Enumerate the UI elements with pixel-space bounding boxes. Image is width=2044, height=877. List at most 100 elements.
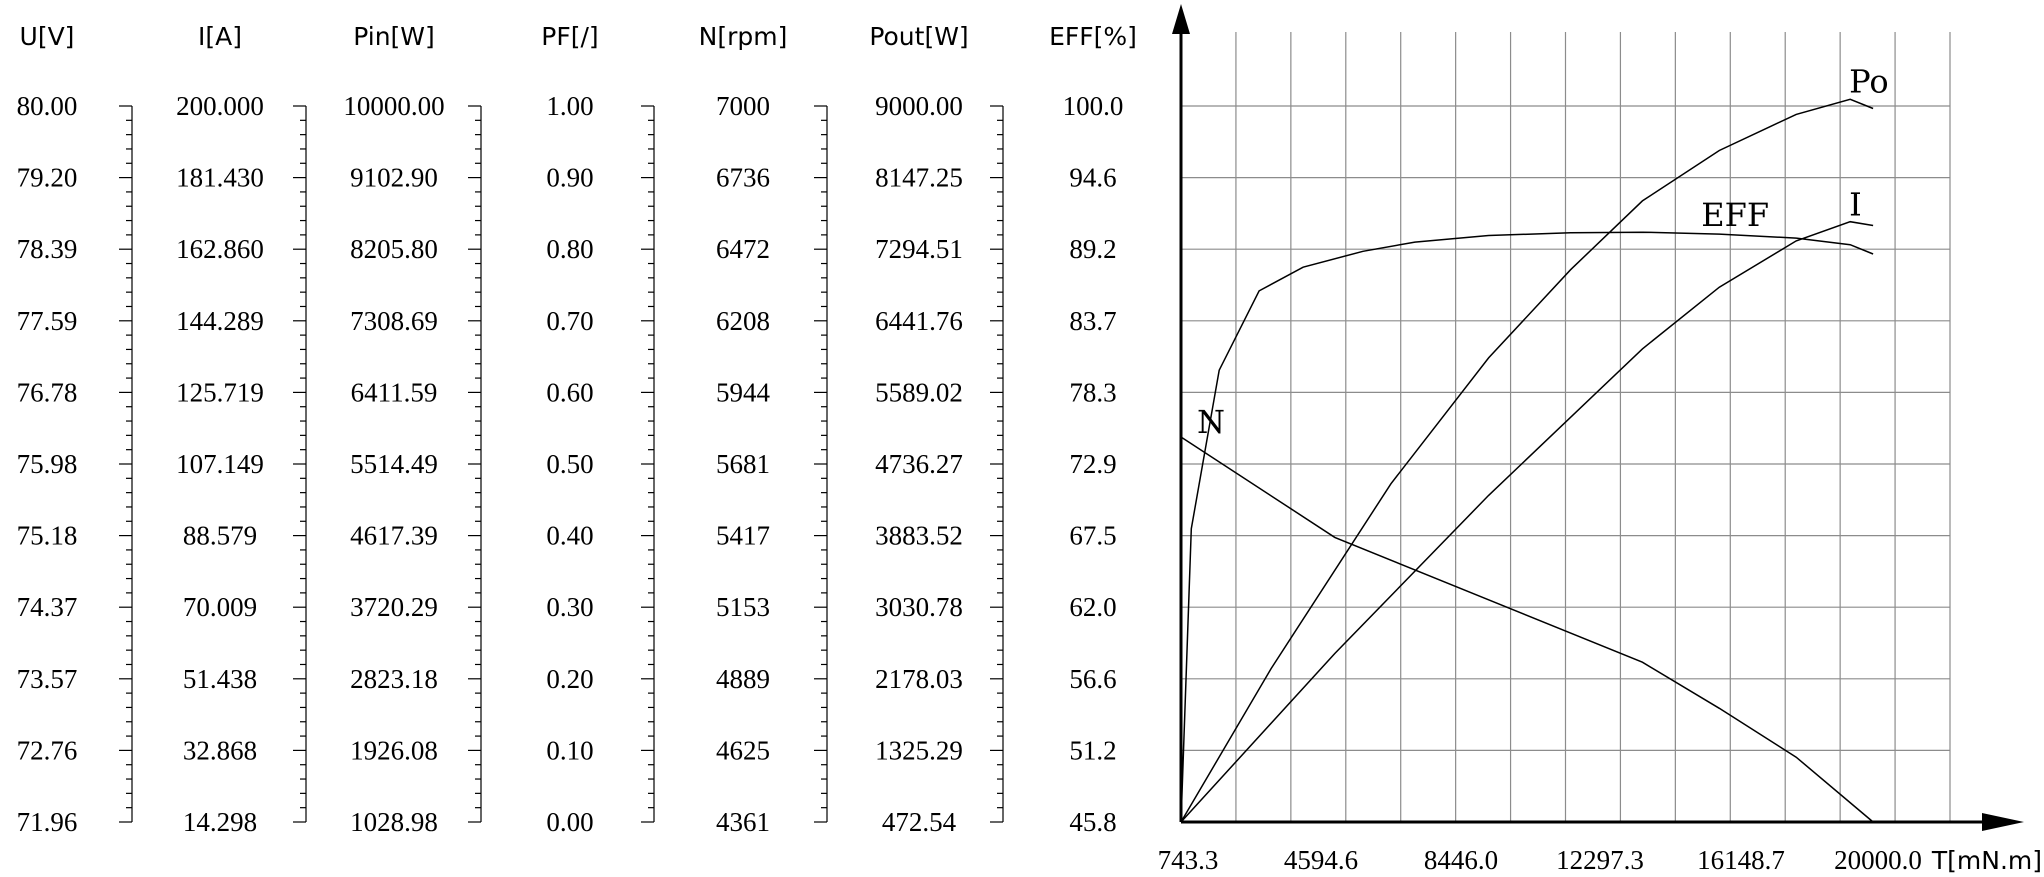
scale-tick-label: 6411.59 [351, 377, 438, 407]
scale-tick-label: 1028.98 [350, 807, 438, 837]
scale-tick-label: 78.3 [1069, 377, 1116, 407]
scale-tick-label: 1.00 [546, 91, 593, 121]
scale-pin-w: Pin[W] 10000.00 9102.90 8205.80 7308.69 6411.… [343, 22, 482, 837]
plot-area: 743.3 4594.6 8446.0 12297.3 16148.7 20000.0 T[… [1158, 4, 2042, 875]
scale-header: PF[/] [541, 22, 598, 51]
scale-tick-label: 83.7 [1069, 306, 1116, 336]
scale-tick-label: 8147.25 [875, 163, 963, 193]
scale-tick-label: 0.00 [546, 807, 593, 837]
axes [1172, 4, 2024, 831]
scale-tick-label: 0.70 [546, 306, 593, 336]
scale-tick-label: 71.96 [17, 807, 78, 837]
x-tick-label: 20000.0 [1834, 845, 1922, 875]
scale-header: I[A] [198, 22, 242, 51]
scale-tick-label: 0.20 [546, 664, 593, 694]
curve-labels: N EFF Po I [1197, 63, 1889, 441]
scale-tick-label: 8205.80 [350, 234, 438, 264]
scale-tick-label: 4736.27 [875, 449, 963, 479]
scale-tick-label: 78.39 [17, 234, 78, 264]
scale-tick-label: 77.59 [17, 306, 78, 336]
scale-header: EFF[%] [1049, 22, 1137, 51]
scale-tick-label: 72.76 [17, 735, 78, 765]
x-tick-label: 12297.3 [1556, 845, 1644, 875]
scale-tick-label: 5153 [716, 592, 770, 622]
scale-tick-label: 0.40 [546, 521, 593, 551]
scale-tick-label: 3720.29 [350, 592, 438, 622]
scale-tick-label: 100.0 [1063, 91, 1124, 121]
scale-tick-label: 472.54 [882, 807, 957, 837]
scale-tick-label: 6208 [716, 306, 770, 336]
scale-tick-label: 79.20 [17, 163, 78, 193]
scale-tick-label: 73.57 [17, 664, 78, 694]
scale-tick-label: 4889 [716, 664, 770, 694]
scale-tick-label: 6441.76 [875, 306, 963, 336]
series-label-n: N [1197, 403, 1225, 441]
curves [1180, 98, 1874, 823]
scale-tick-label: 9102.90 [350, 163, 438, 193]
scale-tick-label: 4625 [716, 735, 770, 765]
scale-tick-label: 75.98 [17, 449, 78, 479]
series-line-n [1180, 436, 1874, 823]
scale-tick-label: 67.5 [1069, 521, 1116, 551]
grid-lines [1181, 32, 1951, 822]
scale-tick-label: 88.579 [183, 521, 257, 551]
scale-tick-label: 74.37 [17, 592, 78, 622]
scale-tick-label: 4617.39 [350, 521, 438, 551]
x-tick-label: 8446.0 [1424, 845, 1498, 875]
scale-tick-label: 5589.02 [875, 377, 963, 407]
x-axis-unit-label: T[mN.m] [1931, 846, 2042, 875]
scale-tick-label: 4361 [716, 807, 770, 837]
scale-tick-label: 181.430 [176, 163, 264, 193]
scale-tick-label: 94.6 [1069, 163, 1116, 193]
scale-tick-label: 2823.18 [350, 664, 438, 694]
series-line-eff [1180, 231, 1874, 823]
scale-tick-label: 125.719 [176, 377, 264, 407]
scale-n-rpm: N[rpm] 7000 6736 6472 6208 5944 5681 5417 5153 48… [699, 22, 828, 837]
scale-tick-label: 0.30 [546, 592, 593, 622]
series-label-po: Po [1849, 63, 1889, 101]
scale-tick-label: 5944 [716, 377, 771, 407]
scale-tick-label: 51.438 [183, 664, 257, 694]
scale-tick-label: 7000 [716, 91, 770, 121]
scale-tick-label: 107.149 [176, 449, 264, 479]
scale-tick-label: 75.18 [17, 521, 78, 551]
scale-tick-label: 5514.49 [350, 449, 438, 479]
scale-tick-label: 200.000 [176, 91, 264, 121]
series-line-i [1180, 220, 1874, 823]
scale-tick-label: 76.78 [17, 377, 78, 407]
scale-tick-label: 56.6 [1069, 664, 1116, 694]
x-tick-label: 16148.7 [1697, 845, 1785, 875]
scale-tick-label: 7294.51 [875, 234, 963, 264]
scale-tick-label: 10000.00 [343, 91, 444, 121]
scale-tick-label: 0.90 [546, 163, 593, 193]
scale-tick-label: 7308.69 [350, 306, 438, 336]
scale-header: U[V] [20, 22, 75, 51]
scale-tick-label: 62.0 [1069, 592, 1116, 622]
scale-tick-label: 144.289 [176, 306, 264, 336]
series-label-eff: EFF [1701, 196, 1769, 234]
scale-tick-label: 51.2 [1069, 735, 1116, 765]
scale-tick-label: 0.80 [546, 234, 593, 264]
scale-tick-label: 72.9 [1069, 449, 1116, 479]
scale-header: Pin[W] [353, 22, 435, 51]
value-scales: U[V] 80.00 79.20 78.39 77.59 76.78 75.98 75.18 7… [17, 22, 1137, 837]
scale-pf: PF[/] 1.00 0.90 0.80 0.70 0.60 0.50 0.40 0.30 0.2… [541, 22, 655, 837]
series-label-i: I [1849, 186, 1862, 224]
scale-tick-label: 89.2 [1069, 234, 1116, 264]
scale-tick-label: 6736 [716, 163, 770, 193]
scale-tick-label: 1325.29 [875, 735, 963, 765]
scale-tick-label: 1926.08 [350, 735, 438, 765]
y-axis-arrow [1172, 4, 1190, 34]
scale-tick-label: 2178.03 [875, 664, 963, 694]
scale-tick-label: 32.868 [183, 735, 257, 765]
scale-tick-label: 0.60 [546, 377, 593, 407]
scale-pout-w: Pout[W] 9000.00 8147.25 7294.51 6441.76 5589.… [869, 22, 1004, 837]
scale-tick-label: 0.50 [546, 449, 593, 479]
scale-header: Pout[W] [869, 22, 968, 51]
scale-i-a: I[A] 200.000 181.430 162.860 144.289 125.719 1… [176, 22, 307, 837]
scale-header: N[rpm] [699, 22, 788, 51]
scale-tick-label: 3030.78 [875, 592, 963, 622]
scale-tick-label: 3883.52 [875, 521, 963, 551]
x-tick-label: 743.3 [1158, 845, 1219, 875]
